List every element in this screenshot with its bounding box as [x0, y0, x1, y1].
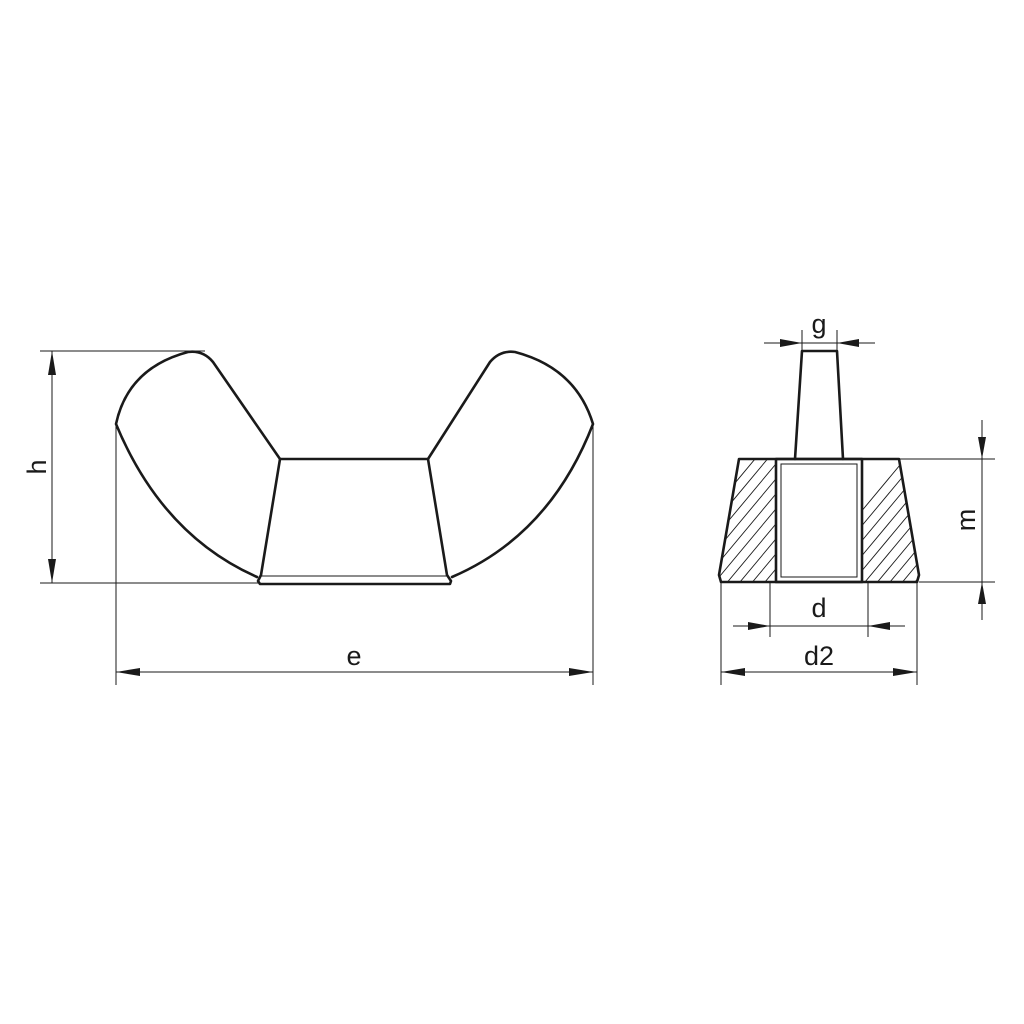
arrow-right-icon	[780, 339, 802, 347]
arrow-left-icon	[837, 339, 859, 347]
arrow-right-icon	[569, 668, 593, 676]
right-wing-outline	[426, 350, 595, 579]
nut-section-outline	[717, 457, 921, 584]
arrow-down-icon	[48, 559, 56, 583]
dimension-d: d	[733, 582, 905, 637]
section-hatch-left	[719, 459, 776, 582]
nut-body-outline	[256, 457, 453, 586]
section-hatch-right	[862, 459, 919, 582]
dimension-m: m	[899, 420, 995, 620]
arrow-left-icon	[868, 622, 890, 630]
arrow-right-icon	[748, 622, 770, 630]
thread-bore	[774, 457, 864, 584]
dimension-label-g: g	[811, 309, 826, 339]
dimension-g: g	[764, 309, 875, 351]
arrow-left-icon	[116, 668, 140, 676]
dimension-e: e	[115, 424, 594, 685]
arrow-up-icon	[48, 351, 56, 375]
dimension-d2: d2	[720, 582, 918, 685]
dimension-label-e: e	[346, 641, 361, 671]
dimension-label-m: m	[951, 509, 981, 532]
dimension-label-d: d	[811, 593, 826, 623]
wing-edge-outline	[793, 349, 845, 461]
arrow-down-icon	[978, 437, 986, 459]
arrow-up-icon	[978, 582, 986, 604]
dimension-h: h	[22, 350, 258, 584]
arrow-right-icon	[893, 668, 917, 676]
dimension-label-h: h	[22, 459, 52, 474]
dimension-label-d2: d2	[804, 641, 834, 671]
thread-root-lines	[780, 463, 858, 578]
side-view: g m d d2	[717, 309, 995, 685]
front-view: h e	[22, 350, 595, 685]
left-wing-outline	[114, 350, 282, 579]
arrow-left-icon	[721, 668, 745, 676]
